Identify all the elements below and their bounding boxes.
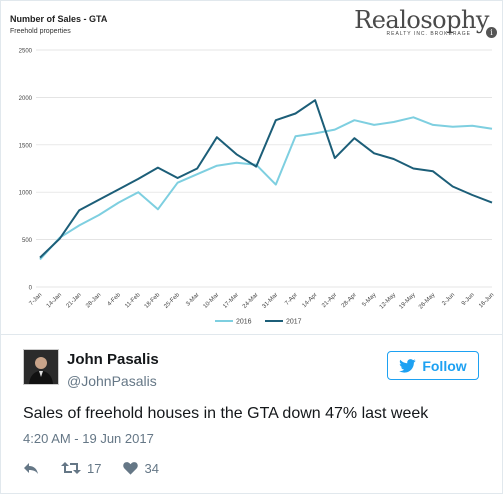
series-line-2016	[39, 116, 493, 261]
like-button[interactable]: 34	[123, 460, 159, 476]
x-tick-label: 7-Jan	[29, 292, 44, 307]
tweet-actions: 17 34	[23, 459, 181, 477]
avatar-image	[24, 350, 58, 384]
divider	[1, 334, 502, 335]
y-tick-label: 1500	[19, 143, 33, 149]
brand-badge-icon: i	[486, 27, 497, 38]
x-tick-label: 25-Feb	[163, 292, 181, 310]
tweet-timestamp[interactable]: 4:20 AM - 19 Jun 2017	[23, 431, 154, 446]
like-count: 34	[144, 460, 159, 476]
chart-image: Number of Sales - GTA Freehold propertie…	[2, 2, 501, 334]
y-tick-label: 500	[22, 238, 33, 244]
x-tick-label: 31-Mar	[262, 292, 280, 310]
avatar[interactable]	[23, 349, 59, 385]
x-tick-label: 28-Jan	[85, 292, 102, 309]
x-tick-label: 14-Apr	[302, 292, 319, 309]
y-tick-label: 0	[29, 286, 33, 292]
twitter-bird-icon	[399, 358, 416, 373]
chart-title: Number of Sales - GTA	[10, 14, 108, 24]
author-name[interactable]: John Pasalis	[67, 351, 159, 368]
chart-subtitle: Freehold properties	[10, 28, 71, 35]
follow-label: Follow	[422, 357, 467, 374]
legend-label-2017: 2017	[286, 319, 302, 326]
x-tick-label: 9-Jun	[461, 292, 476, 307]
y-tick-label: 2500	[19, 49, 33, 55]
x-tick-label: 4-Feb	[107, 292, 123, 308]
x-tick-label: 5-May	[361, 292, 377, 308]
x-tick-label: 28-Apr	[341, 292, 358, 309]
x-tick-label: 14-Jan	[46, 292, 63, 309]
x-tick-label: 19-May	[398, 292, 416, 310]
author-handle[interactable]: @JohnPasalis	[67, 373, 157, 389]
tweet-text: Sales of freehold houses in the GTA down…	[23, 405, 429, 422]
x-tick-label: 11-Feb	[124, 292, 142, 310]
x-tick-label: 21-Jan	[65, 292, 82, 309]
x-tick-label: 18-Feb	[144, 292, 162, 310]
x-tick-label: 17-Mar	[222, 292, 240, 310]
x-tick-label: 3-Mar	[185, 292, 200, 307]
x-tick-label: 10-Mar	[203, 292, 221, 310]
x-tick-label: 26-May	[418, 292, 436, 310]
x-tick-label: 21-Apr	[321, 292, 338, 309]
y-tick-label: 1000	[19, 191, 33, 197]
legend-label-2016: 2016	[236, 319, 252, 326]
x-tick-label: 24-Mar	[242, 292, 260, 310]
x-tick-label: 2-Jun	[441, 292, 456, 307]
x-tick-label: 12-May	[379, 292, 397, 310]
y-tick-label: 2000	[19, 96, 33, 102]
heart-icon	[123, 462, 139, 475]
reply-icon	[24, 463, 38, 474]
retweet-icon	[61, 462, 81, 474]
x-tick-label: 16-Jun	[478, 292, 495, 309]
follow-button[interactable]: Follow	[387, 351, 479, 380]
brand-logo: Realosophy REALTY INC. BROKERAGE	[354, 6, 489, 37]
brand-tagline: REALTY INC. BROKERAGE	[386, 31, 471, 37]
series-line-2017	[39, 99, 493, 259]
x-tick-label: 7-Apr	[284, 292, 299, 307]
retweet-button[interactable]: 17	[61, 461, 101, 476]
brand-name: Realosophy	[354, 6, 489, 34]
retweet-count: 17	[87, 460, 102, 476]
reply-button[interactable]	[23, 461, 39, 475]
